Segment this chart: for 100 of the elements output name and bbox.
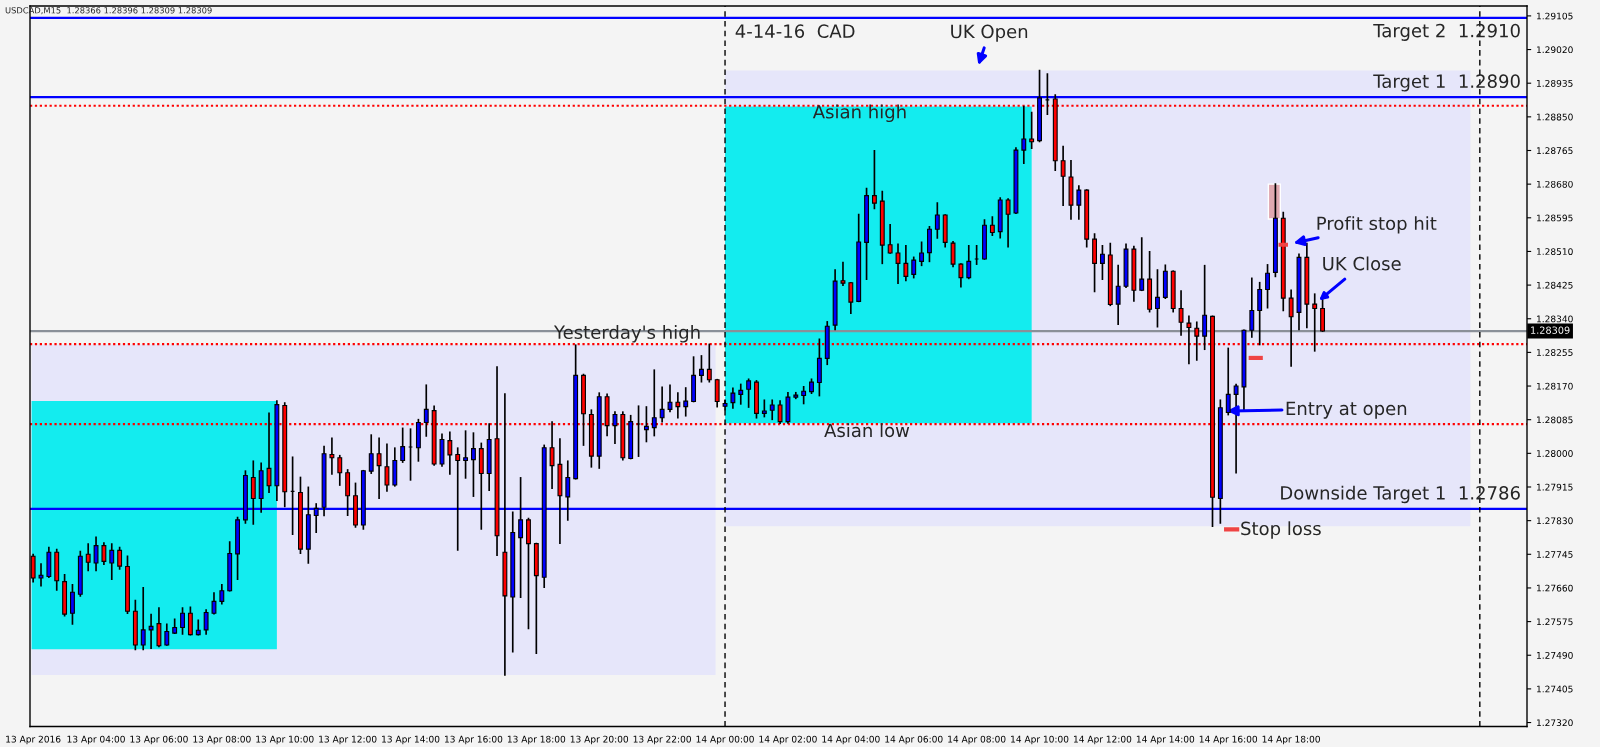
candlestick xyxy=(746,378,752,408)
y-tick-label: 1.27915 xyxy=(1537,483,1573,491)
candlestick xyxy=(966,245,972,280)
candlestick xyxy=(934,202,940,239)
candlestick xyxy=(612,411,618,444)
y-tick-label: 1.27320 xyxy=(1537,719,1573,727)
candlestick xyxy=(93,536,99,572)
candlestick xyxy=(958,263,964,288)
candlestick xyxy=(384,443,390,492)
x-tick-label: 13 Apr 08:00 xyxy=(193,735,251,745)
x-tick-label: 13 Apr 16:00 xyxy=(445,735,503,745)
ref-line-label: 4-14-16 CAD xyxy=(735,24,855,38)
candlestick xyxy=(250,460,256,525)
candlestick xyxy=(989,216,995,237)
candlestick xyxy=(699,355,704,383)
candlestick xyxy=(345,469,351,516)
y-tick-label: 1.28255 xyxy=(1537,349,1573,356)
annotation: Stop loss xyxy=(1241,521,1321,539)
candlestick xyxy=(903,245,909,282)
y-tick-label: 1.29105 xyxy=(1537,12,1573,20)
y-tick-label: 1.28170 xyxy=(1537,382,1573,390)
ref-line-label: Downside Target 1 1.2786 xyxy=(1281,485,1520,504)
candlestick xyxy=(714,378,720,408)
candlestick xyxy=(38,563,44,587)
candlestick xyxy=(219,583,225,605)
y-tick-label: 1.28085 xyxy=(1537,416,1573,424)
candlestick xyxy=(1099,245,1105,280)
annotation: Asian high xyxy=(812,104,906,123)
x-tick-label: 14 Apr 08:00 xyxy=(948,735,1006,745)
candlestick xyxy=(1202,264,1208,351)
candlestick xyxy=(1178,290,1184,336)
x-tick-label: 14 Apr 14:00 xyxy=(1136,735,1195,745)
ref-line-label: Target 2 1.2910 xyxy=(1373,23,1520,41)
y-tick-label: 1.27405 xyxy=(1537,685,1573,693)
x-tick-label: 14 Apr 18:00 xyxy=(1262,735,1320,745)
x-tick-label: 14 Apr 02:00 xyxy=(759,735,817,745)
candlestick xyxy=(651,369,657,437)
x-tick-label: 14 Apr 10:00 xyxy=(1011,735,1069,745)
candlestick xyxy=(400,427,406,463)
candlestick xyxy=(643,406,649,443)
x-tick-label: 14 Apr 00:00 xyxy=(696,735,754,745)
candlestick xyxy=(1233,383,1239,474)
y-tick-label: 1.29020 xyxy=(1537,46,1573,54)
candlestick xyxy=(1060,145,1066,206)
candlestick xyxy=(368,434,374,474)
candlestick xyxy=(1005,198,1011,248)
x-tick-label: 13 Apr 06:00 xyxy=(130,735,188,745)
candlestick xyxy=(203,609,209,635)
x-tick-label: 13 Apr 22:00 xyxy=(633,735,691,745)
annotation: Yesterday's high xyxy=(553,325,700,343)
candlestick xyxy=(659,386,665,423)
x-tick-label: 13 Apr 20:00 xyxy=(570,735,629,745)
y-tick-label: 1.28425 xyxy=(1537,281,1573,289)
candlestick xyxy=(738,383,744,405)
y-tick-label: 1.27830 xyxy=(1537,517,1573,525)
candlestick xyxy=(101,542,107,566)
candlestick xyxy=(1249,277,1255,338)
x-tick-label: 14 Apr 12:00 xyxy=(1073,735,1132,745)
candlestick xyxy=(919,241,925,267)
candlestick xyxy=(1257,281,1263,346)
y-tick-label: 1.27660 xyxy=(1537,584,1573,592)
y-tick-label: 1.28340 xyxy=(1537,315,1573,323)
y-tick-label: 1.28765 xyxy=(1537,147,1573,155)
candlestick xyxy=(140,587,146,651)
candlestick xyxy=(376,437,382,499)
candlestick xyxy=(1076,185,1082,220)
candlestick xyxy=(337,454,343,486)
candlestick xyxy=(164,623,170,646)
candlestick xyxy=(70,583,75,625)
annotation: Profit stop hit xyxy=(1317,216,1437,234)
candlestick xyxy=(187,606,193,636)
y-tick-label: 1.27575 xyxy=(1537,618,1573,626)
ref-line-label: Target 1 1.2890 xyxy=(1373,74,1520,92)
candlestick xyxy=(1115,264,1121,326)
x-tick-label: 13 Apr 10:00 xyxy=(256,735,314,745)
y-tick-label: 1.28510 xyxy=(1537,248,1573,255)
candlestick xyxy=(109,543,115,581)
candlestick xyxy=(463,430,469,479)
candlestick xyxy=(455,447,461,551)
candlestick xyxy=(895,243,901,284)
annotation: Asian low xyxy=(824,423,910,438)
candlestick xyxy=(470,432,476,497)
candlestick xyxy=(329,437,335,475)
y-tick-label: 1.28680 xyxy=(1537,180,1573,188)
candlestick xyxy=(911,256,917,279)
x-tick-label: 13 Apr 14:00 xyxy=(382,735,440,745)
candlestick xyxy=(840,261,846,286)
candlestick xyxy=(974,245,980,265)
candlestick xyxy=(117,546,123,570)
candlestick xyxy=(667,384,673,413)
candlestick xyxy=(675,392,681,419)
candlestick xyxy=(871,150,877,210)
candlestick xyxy=(1155,269,1160,328)
candlestick xyxy=(180,607,185,635)
candlestick xyxy=(887,224,893,254)
candlestick xyxy=(927,226,932,263)
annotation: Entry at open xyxy=(1286,401,1407,419)
candlestick xyxy=(211,592,217,615)
candlestick xyxy=(1139,237,1145,292)
candlestick xyxy=(769,399,775,421)
